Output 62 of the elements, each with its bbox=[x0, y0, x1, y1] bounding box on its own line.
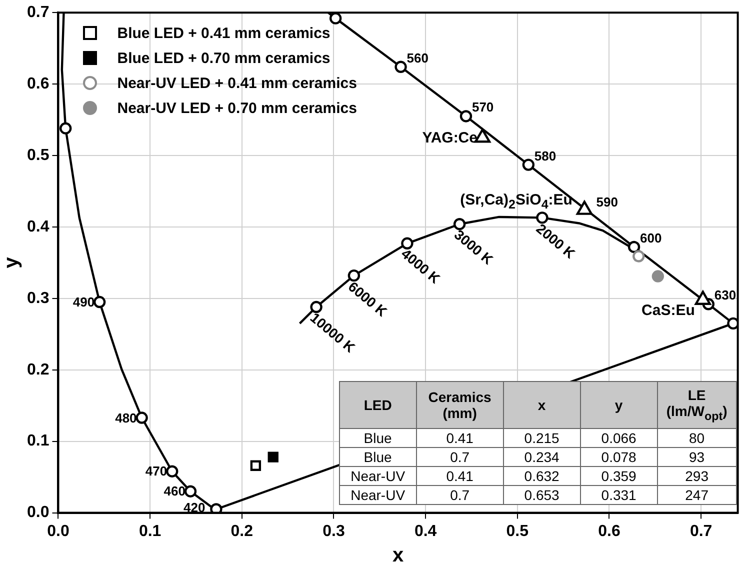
y-tick-label: 0.2 bbox=[26, 361, 50, 378]
annotation: 0.653 bbox=[503, 485, 580, 504]
y-tick-label: 0.1 bbox=[26, 432, 50, 450]
x-tick-label: 0.2 bbox=[230, 522, 254, 540]
y-tick-label: 0.4 bbox=[26, 218, 50, 236]
annotation: 0.234 bbox=[503, 447, 580, 466]
annotation: Ceramics (mm) bbox=[416, 381, 504, 428]
annotation: 0.7 bbox=[416, 447, 504, 466]
x-axis-title: x bbox=[392, 544, 404, 567]
annotation: 0.41 bbox=[416, 428, 504, 448]
x-tick-label: 0.6 bbox=[598, 522, 620, 540]
annotation: CaS:Eu bbox=[642, 302, 695, 319]
annotation: 0.632 bbox=[503, 466, 580, 486]
annotation: Near-UV bbox=[339, 485, 416, 504]
annotation: 630 bbox=[714, 288, 736, 303]
annotation: 460 bbox=[164, 484, 186, 499]
annotation: 480 bbox=[115, 410, 137, 426]
annotation: 0.331 bbox=[580, 485, 658, 504]
legend-label: Blue LED + 0.41 mm ceramics bbox=[117, 24, 330, 42]
annotation: x bbox=[503, 381, 580, 428]
annotation: 470 bbox=[145, 464, 168, 479]
annotation: 293 bbox=[657, 466, 736, 486]
y-tick-label: 0.3 bbox=[26, 290, 50, 307]
x-tick-label: 0.7 bbox=[690, 522, 712, 540]
annotation: 570 bbox=[472, 100, 494, 115]
annotation: 490 bbox=[72, 294, 95, 310]
x-tick-label: 0.5 bbox=[506, 522, 529, 540]
annotation: 560 bbox=[406, 50, 428, 66]
y-tick-label: 0.0 bbox=[26, 504, 50, 522]
annotation: 0.359 bbox=[580, 466, 658, 486]
annotation: Blue bbox=[339, 447, 416, 466]
x-tick-label: 0.4 bbox=[414, 522, 437, 540]
annotation: 4000 K bbox=[398, 246, 444, 287]
annotation: 0.41 bbox=[416, 466, 504, 486]
annotation: 247 bbox=[657, 485, 736, 504]
annotation: 80 bbox=[657, 428, 736, 448]
annotation: Blue bbox=[339, 428, 416, 448]
annotation: YAG:Ce bbox=[422, 129, 478, 146]
annotation: 600 bbox=[640, 230, 662, 246]
annotation: 0.7 bbox=[416, 485, 504, 504]
y-axis-title: y bbox=[0, 256, 23, 268]
y-tick-label: 0.6 bbox=[26, 75, 50, 92]
y-tick-label: 0.5 bbox=[26, 146, 50, 164]
x-tick-label: 0.0 bbox=[47, 522, 70, 540]
legend-label: Near-UV LED + 0.70 mm ceramics bbox=[117, 100, 357, 117]
annotation: LE (lm/W$_{opt}$) bbox=[657, 381, 736, 428]
annotation: 0.078 bbox=[580, 447, 658, 466]
annotation: y bbox=[580, 381, 658, 428]
annotation: Near-UV bbox=[339, 466, 416, 486]
x-tick-label: 0.3 bbox=[322, 522, 345, 540]
legend-label: Near-UV LED + 0.41 mm ceramics bbox=[117, 74, 357, 92]
annotation: LED bbox=[339, 381, 416, 428]
annotation: (Sr,Ca)$_{2}$SiO$_{4}$:Eu bbox=[460, 191, 572, 212]
legend-label: Blue LED + 0.70 mm ceramics bbox=[117, 50, 330, 67]
annotation: 0.215 bbox=[503, 428, 580, 448]
x-tick-label: 0.1 bbox=[138, 522, 162, 540]
annotation: 590 bbox=[596, 194, 618, 210]
annotation: 0.066 bbox=[580, 428, 658, 448]
annotation: 420 bbox=[183, 500, 206, 516]
annotation: 580 bbox=[534, 148, 556, 164]
y-tick-label: 0.7 bbox=[26, 4, 50, 22]
annotation: 93 bbox=[657, 447, 736, 466]
